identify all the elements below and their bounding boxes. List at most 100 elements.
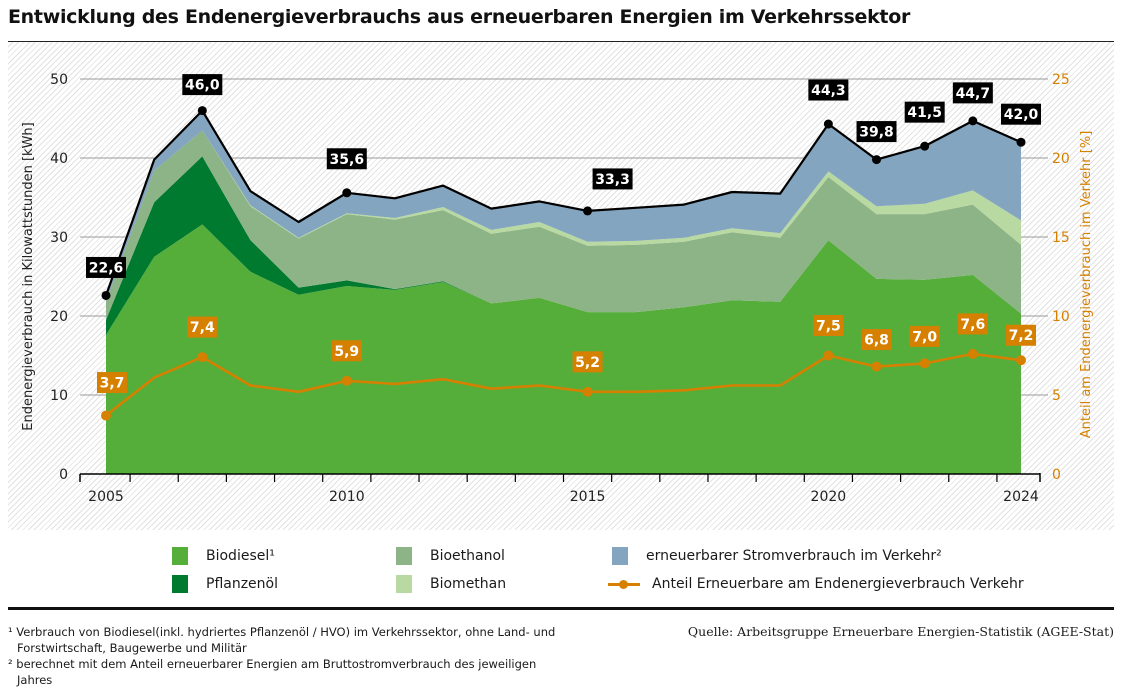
total-label: 39,8 (859, 125, 894, 141)
share-label: 5,9 (334, 344, 359, 360)
legend-line-marker-icon (604, 575, 644, 593)
footnote-2: ² berechnet mit dem Anteil erneuerbarer … (8, 657, 537, 687)
total-label: 42,0 (1004, 107, 1039, 123)
x-tick-label: 2015 (570, 489, 606, 505)
total-label: 33,3 (595, 172, 630, 188)
share-marker (197, 352, 208, 363)
total-label: 46,0 (185, 78, 220, 94)
legend-swatch-bioethanol (396, 547, 412, 565)
legend-item-pflanzenoel: Pflanzenöl (172, 574, 278, 594)
total-label-box (952, 82, 993, 104)
legend: Biodiesel¹ Pflanzenöl Bioethanol Biometh… (0, 538, 1124, 602)
total-label: 41,5 (907, 105, 942, 121)
share-marker (341, 375, 352, 386)
share-label: 3,7 (100, 376, 125, 392)
total-marker (920, 141, 930, 151)
share-label: 5,2 (575, 355, 600, 371)
total-marker (872, 155, 882, 165)
legend-item-strom: erneuerbarer Stromverbrauch im Verkehr² (612, 546, 942, 566)
total-label: 44,3 (811, 83, 846, 99)
legend-item-bioethanol: Bioethanol (396, 546, 505, 566)
total-marker (197, 106, 207, 116)
title-divider (8, 41, 1114, 42)
legend-item-biomethan: Biomethan (396, 574, 506, 594)
total-label-box (808, 79, 849, 101)
share-label-box (861, 329, 892, 351)
total-label-box (86, 256, 126, 278)
y2-tick-label: 15 (1052, 230, 1070, 246)
x-tick-label: 2020 (811, 489, 847, 505)
share-label: 7,5 (816, 319, 841, 335)
x-tick-label: 2024 (1003, 489, 1039, 505)
source-note: Quelle: Arbeitsgruppe Erneuerbare Energi… (687, 624, 1114, 639)
legend-label: Pflanzenöl (206, 576, 279, 592)
total-label-box (592, 168, 633, 190)
share-marker (101, 410, 111, 421)
total-label: 22,6 (89, 260, 124, 276)
y-tick-label: 30 (50, 230, 68, 246)
legend-label: Biomethan (430, 576, 507, 592)
share-marker (919, 358, 930, 369)
legend-label: Biodiesel¹ (206, 548, 275, 564)
legend-swatch-strom (612, 547, 628, 565)
share-label-box (97, 372, 127, 394)
total-label: 35,6 (330, 152, 365, 168)
x-tick-label: 2010 (329, 489, 365, 505)
total-marker (1016, 137, 1026, 147)
total-marker (968, 116, 978, 126)
share-marker (582, 386, 593, 397)
area-bioethanol (106, 130, 1021, 320)
total-line (104, 109, 1022, 296)
chart-title: Entwicklung des Endenergieverbrauchs aus… (8, 6, 911, 28)
share-marker (823, 350, 834, 361)
legend-item-biodiesel: Biodiesel¹ (172, 546, 275, 566)
share-label-box (957, 313, 988, 335)
y2-tick-label: 5 (1052, 388, 1061, 404)
legend-swatch-biodiesel (172, 547, 188, 565)
total-label-box (904, 101, 945, 123)
area-biodiesel (106, 224, 1021, 474)
y2-tick-label: 25 (1052, 72, 1070, 88)
share-label-box (572, 351, 603, 373)
legend-swatch-biomethan (396, 575, 412, 593)
y2-tick-label: 20 (1052, 151, 1070, 167)
share-line (105, 352, 1022, 417)
y-axis-title: Endenergieverbrauch in Kilowattstunden [… (21, 122, 36, 431)
x-tick-label: 2005 (88, 489, 124, 505)
y-tick-label: 40 (50, 151, 68, 167)
total-label: 44,7 (956, 86, 991, 102)
total-label-box (182, 74, 223, 96)
footnotes: ¹ Verbrauch von Biodiesel(inkl. hydriert… (8, 624, 568, 688)
total-marker (342, 188, 352, 198)
share-label: 7,4 (190, 320, 215, 336)
total-marker (583, 206, 593, 216)
y-tick-label: 50 (50, 72, 68, 88)
share-label-box (187, 316, 218, 338)
share-label-box (1006, 324, 1036, 346)
chart-area: 0 10 20 30 40 50 0 5 10 15 20 25 2005 2010 2015 2020 202… (8, 42, 1114, 530)
total-marker (823, 119, 833, 129)
total-label-box (1001, 103, 1041, 125)
share-marker (1016, 355, 1026, 366)
footer-divider (8, 607, 1114, 610)
share-marker (871, 361, 882, 372)
y-tick-label: 0 (59, 467, 68, 483)
total-label-box (326, 148, 367, 170)
total-marker (101, 290, 111, 300)
footnote-1: ¹ Verbrauch von Biodiesel(inkl. hydriert… (8, 625, 556, 655)
share-marker (967, 348, 978, 359)
share-label-box (813, 315, 844, 336)
legend-label: Anteil Erneuerbare am Endenergieverbrauc… (652, 576, 1024, 592)
share-label: 7,2 (1009, 328, 1034, 344)
legend-label: Bioethanol (430, 548, 505, 564)
y2-tick-label: 10 (1052, 309, 1070, 325)
y-tick-label: 10 (50, 388, 68, 404)
stacked-area-chart: 0 10 20 30 40 50 0 5 10 15 20 25 2005 2010 2015 2020 202… (21, 72, 1094, 505)
area-pflanzenöl (106, 156, 1021, 335)
legend-label: erneuerbarer Stromverbrauch im Verkehr² (646, 548, 942, 564)
share-label: 6,8 (864, 333, 889, 349)
legend-item-anteil: Anteil Erneuerbare am Endenergieverbrauc… (604, 574, 1024, 594)
y-tick-label: 20 (50, 309, 68, 325)
total-label-box (856, 121, 897, 143)
share-label: 7,6 (960, 317, 985, 333)
